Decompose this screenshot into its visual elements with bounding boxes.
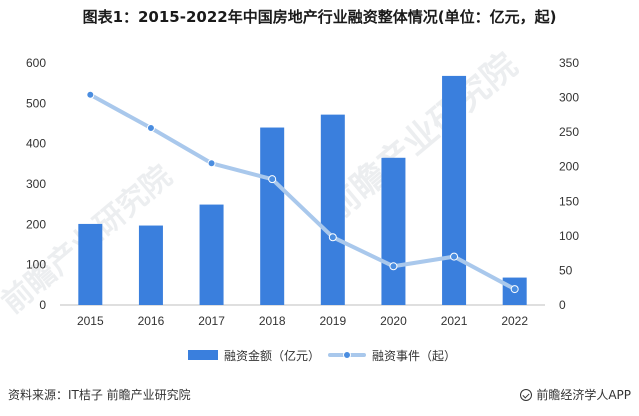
- y-right-tick-label: 350: [559, 56, 579, 70]
- bar-2020: [381, 157, 406, 305]
- bar-2019: [320, 114, 345, 305]
- line-point-2019: [328, 233, 337, 242]
- bar-2021: [442, 75, 467, 305]
- x-tick-label: 2020: [380, 314, 407, 328]
- line-point-2018: [268, 175, 277, 184]
- y-left-tick-label: 600: [26, 56, 46, 70]
- legend-bar-label: 融资金额（亿元）: [224, 348, 320, 363]
- x-tick-label: 2015: [77, 314, 104, 328]
- bar-2018: [260, 127, 285, 306]
- bar-2016: [138, 225, 163, 305]
- y-right-tick-label: 250: [559, 125, 579, 139]
- y-left-tick-label: 0: [39, 298, 46, 312]
- legend-line-marker: [343, 351, 351, 359]
- y-left-tick-label: 200: [26, 217, 46, 231]
- combo-chart: 0 100 200 300 400 500 600 0 50 100 150 200 250 300 350…: [26, 56, 579, 363]
- y-left-tick-label: 400: [26, 137, 46, 151]
- y-left-tick-label: 100: [26, 258, 46, 272]
- line-point-2015: [86, 90, 95, 99]
- y-right-tick-label: 200: [559, 160, 579, 174]
- bar-2017: [199, 204, 224, 305]
- brand-credit: 前瞻经济学人APP: [520, 386, 631, 403]
- line-point-2017: [207, 159, 216, 168]
- x-tick-label: 2017: [198, 314, 225, 328]
- bar-2015: [78, 223, 103, 305]
- x-tick-label: 2022: [501, 314, 528, 328]
- brand-text: 前瞻经济学人APP: [536, 388, 631, 402]
- line-point-2020: [389, 262, 398, 271]
- y-right-tick-label: 300: [559, 91, 579, 105]
- legend-bar-swatch: [188, 350, 218, 360]
- x-tick-label: 2016: [138, 314, 165, 328]
- y-left-tick-label: 300: [26, 177, 46, 191]
- line-point-2022: [510, 285, 519, 294]
- brand-logo-icon: [520, 388, 533, 401]
- x-tick-label: 2018: [259, 314, 286, 328]
- y-right-tick-label: 50: [559, 263, 573, 277]
- y-right-tick-label: 100: [559, 229, 579, 243]
- line-point-2021: [450, 252, 459, 261]
- x-tick-label: 2019: [319, 314, 346, 328]
- y-right-tick-label: 0: [559, 298, 566, 312]
- chart-title: 图表1：2015-2022年中国房地产行业融资整体情况(单位：亿元，起): [82, 8, 557, 26]
- x-tick-label: 2021: [441, 314, 468, 328]
- legend-line-label: 融资事件（起）: [372, 349, 456, 363]
- line-series-events: [88, 92, 517, 292]
- line-point-2016: [146, 123, 155, 132]
- y-right-tick-label: 150: [559, 194, 579, 208]
- source-note: 资料来源：IT桔子 前瞻产业研究院: [8, 388, 191, 402]
- y-left-tick-label: 500: [26, 96, 46, 110]
